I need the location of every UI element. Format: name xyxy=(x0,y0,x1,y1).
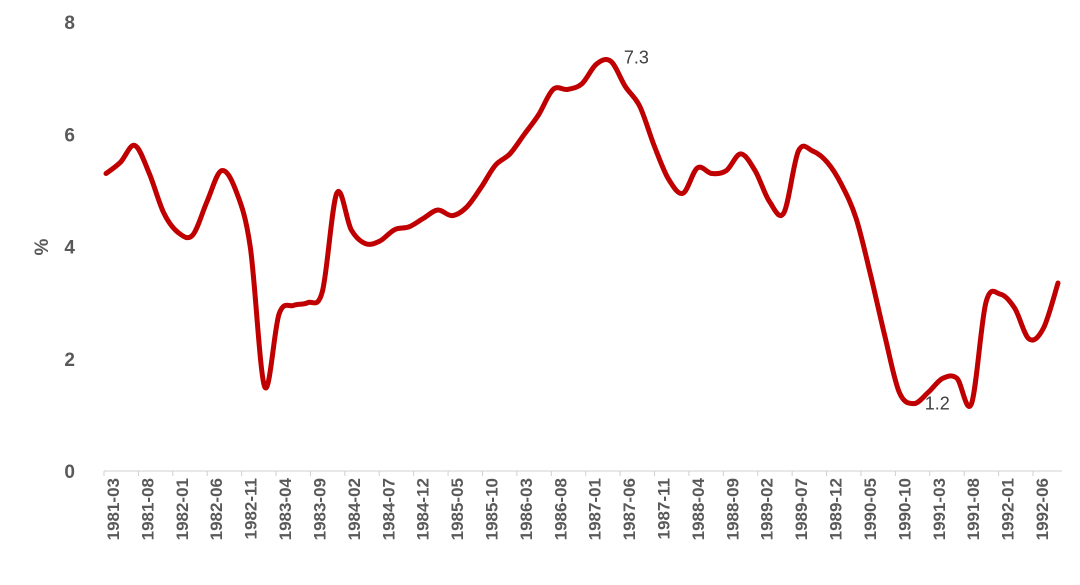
y-tick-label: 8 xyxy=(64,13,75,34)
x-tick-label: 1989-02 xyxy=(758,478,777,540)
x-tick-label: 1986-08 xyxy=(551,478,570,540)
x-tick-label: 1991-08 xyxy=(964,478,983,540)
x-tick-label: 1989-07 xyxy=(792,478,811,540)
x-tick-label: 1982-11 xyxy=(242,478,261,539)
x-tick-label: 1985-05 xyxy=(448,478,467,540)
y-tick-label: 4 xyxy=(64,238,75,259)
x-tick-label: 1987-11 xyxy=(655,478,674,539)
series-line xyxy=(103,57,1061,409)
x-tick-label: 1982-06 xyxy=(207,478,226,540)
x-tick-label: 1992-01 xyxy=(999,478,1018,540)
x-tick-label: 1985-10 xyxy=(482,478,501,540)
x-tick-label: 1984-02 xyxy=(345,478,364,540)
x-tick-label: 1991-03 xyxy=(930,478,949,540)
data-label: 7.3 xyxy=(624,47,649,67)
data-label: 1.2 xyxy=(925,394,950,414)
x-tick-label: 1986-03 xyxy=(517,478,536,540)
x-tick-label: 1988-09 xyxy=(723,478,742,540)
x-tick-label: 1984-07 xyxy=(379,478,398,540)
x-tick-label: 1990-05 xyxy=(861,478,880,540)
x-tick-label: 1989-12 xyxy=(827,478,846,540)
series-layer xyxy=(103,57,1061,409)
x-tick-label: 1981-08 xyxy=(138,478,157,540)
x-tick-label: 1990-10 xyxy=(895,478,914,540)
x-tick-label: 1981-03 xyxy=(104,478,123,540)
x-tick-label: 1984-12 xyxy=(414,478,433,540)
y-tick-label: 6 xyxy=(64,125,75,146)
y-tick-label: 2 xyxy=(64,350,75,371)
x-tick-label: 1982-01 xyxy=(173,478,192,540)
annotation-layer: 7.3 1.2 xyxy=(624,47,950,413)
y-axis-label: % xyxy=(32,238,53,255)
y-axis-ticks: 0 2 4 6 8 xyxy=(64,13,75,483)
x-tick-label: 1983-09 xyxy=(310,478,329,540)
x-axis-ticks: 1981-03 1981-08 1982-01 1982-06 1982-11 1983-… xyxy=(103,471,1052,540)
x-tick-label: 1983-04 xyxy=(276,477,295,540)
x-tick-label: 1987-06 xyxy=(620,478,639,540)
x-tick-label: 1992-06 xyxy=(1033,478,1052,540)
y-tick-label: 0 xyxy=(64,462,75,483)
x-tick-label: 1988-04 xyxy=(689,477,708,540)
x-tick-label: 1987-01 xyxy=(586,478,605,540)
